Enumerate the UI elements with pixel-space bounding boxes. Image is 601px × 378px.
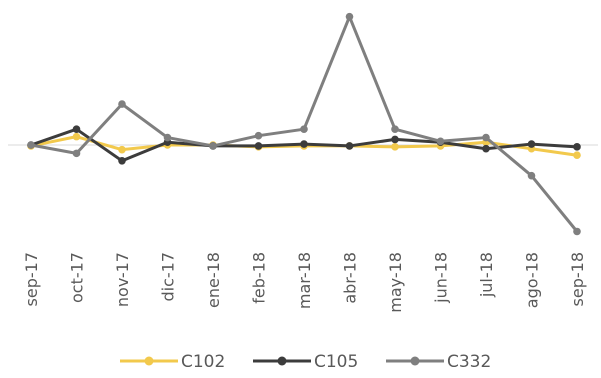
data-point-c102-nov-17 <box>118 145 126 154</box>
x-tick-label: dic-17 <box>159 252 178 302</box>
data-point-c332-mar-18 <box>300 125 308 133</box>
x-tick-label: jul-18 <box>477 252 496 298</box>
legend-label-c105: C105 <box>314 352 358 372</box>
data-point-c332-oct-17 <box>72 149 81 158</box>
x-tick-label: sep-18 <box>568 252 587 306</box>
x-tick-label: ene-18 <box>204 252 223 308</box>
data-point-c105-abr-18 <box>345 142 354 150</box>
legend-marker-c332 <box>410 356 420 366</box>
data-point-c332-dic-17 <box>163 133 172 142</box>
legend-marker-c102 <box>144 356 154 366</box>
data-point-c332-sep-17 <box>27 141 35 149</box>
x-tick-label: mar-18 <box>295 252 314 309</box>
data-point-c332-ago-18 <box>527 171 536 180</box>
data-point-c332-sep-18 <box>573 227 581 236</box>
data-point-c105-nov-17 <box>118 157 126 165</box>
data-point-c105-jul-18 <box>482 144 490 153</box>
legend-label-c102: C102 <box>181 352 225 372</box>
data-point-c332-nov-17 <box>118 100 126 108</box>
x-tick-label: abr-18 <box>341 252 360 304</box>
data-point-c105-mar-18 <box>300 140 308 148</box>
data-point-c102-oct-17 <box>72 132 81 141</box>
data-point-c105-sep-18 <box>573 143 581 151</box>
data-point-c332-feb-18 <box>254 131 263 140</box>
x-tick-label: feb-18 <box>250 252 269 304</box>
legend-marker-c105 <box>277 356 287 366</box>
legend-label-c332: C332 <box>447 352 491 372</box>
x-tick-label: may-18 <box>386 252 405 313</box>
x-tick-label: ago-18 <box>523 252 542 308</box>
data-point-c105-feb-18 <box>254 142 263 150</box>
data-point-c332-may-18 <box>391 125 399 133</box>
data-point-c102-sep-18 <box>573 151 581 160</box>
data-point-c105-may-18 <box>391 135 399 144</box>
data-point-c105-oct-17 <box>72 125 81 133</box>
data-point-c105-ago-18 <box>527 140 536 148</box>
x-tick-label: oct-17 <box>68 252 87 303</box>
data-point-c332-ene-18 <box>209 142 217 150</box>
x-tick-label: sep-17 <box>22 252 41 306</box>
data-point-c332-jul-18 <box>482 133 490 142</box>
x-tick-label: nov-17 <box>113 252 132 307</box>
x-tick-label: jun-18 <box>432 252 451 304</box>
data-point-c332-jun-18 <box>436 137 445 146</box>
series-line-c332 <box>29 15 579 233</box>
data-point-c102-may-18 <box>391 143 399 151</box>
data-point-c332-abr-18 <box>345 12 354 21</box>
